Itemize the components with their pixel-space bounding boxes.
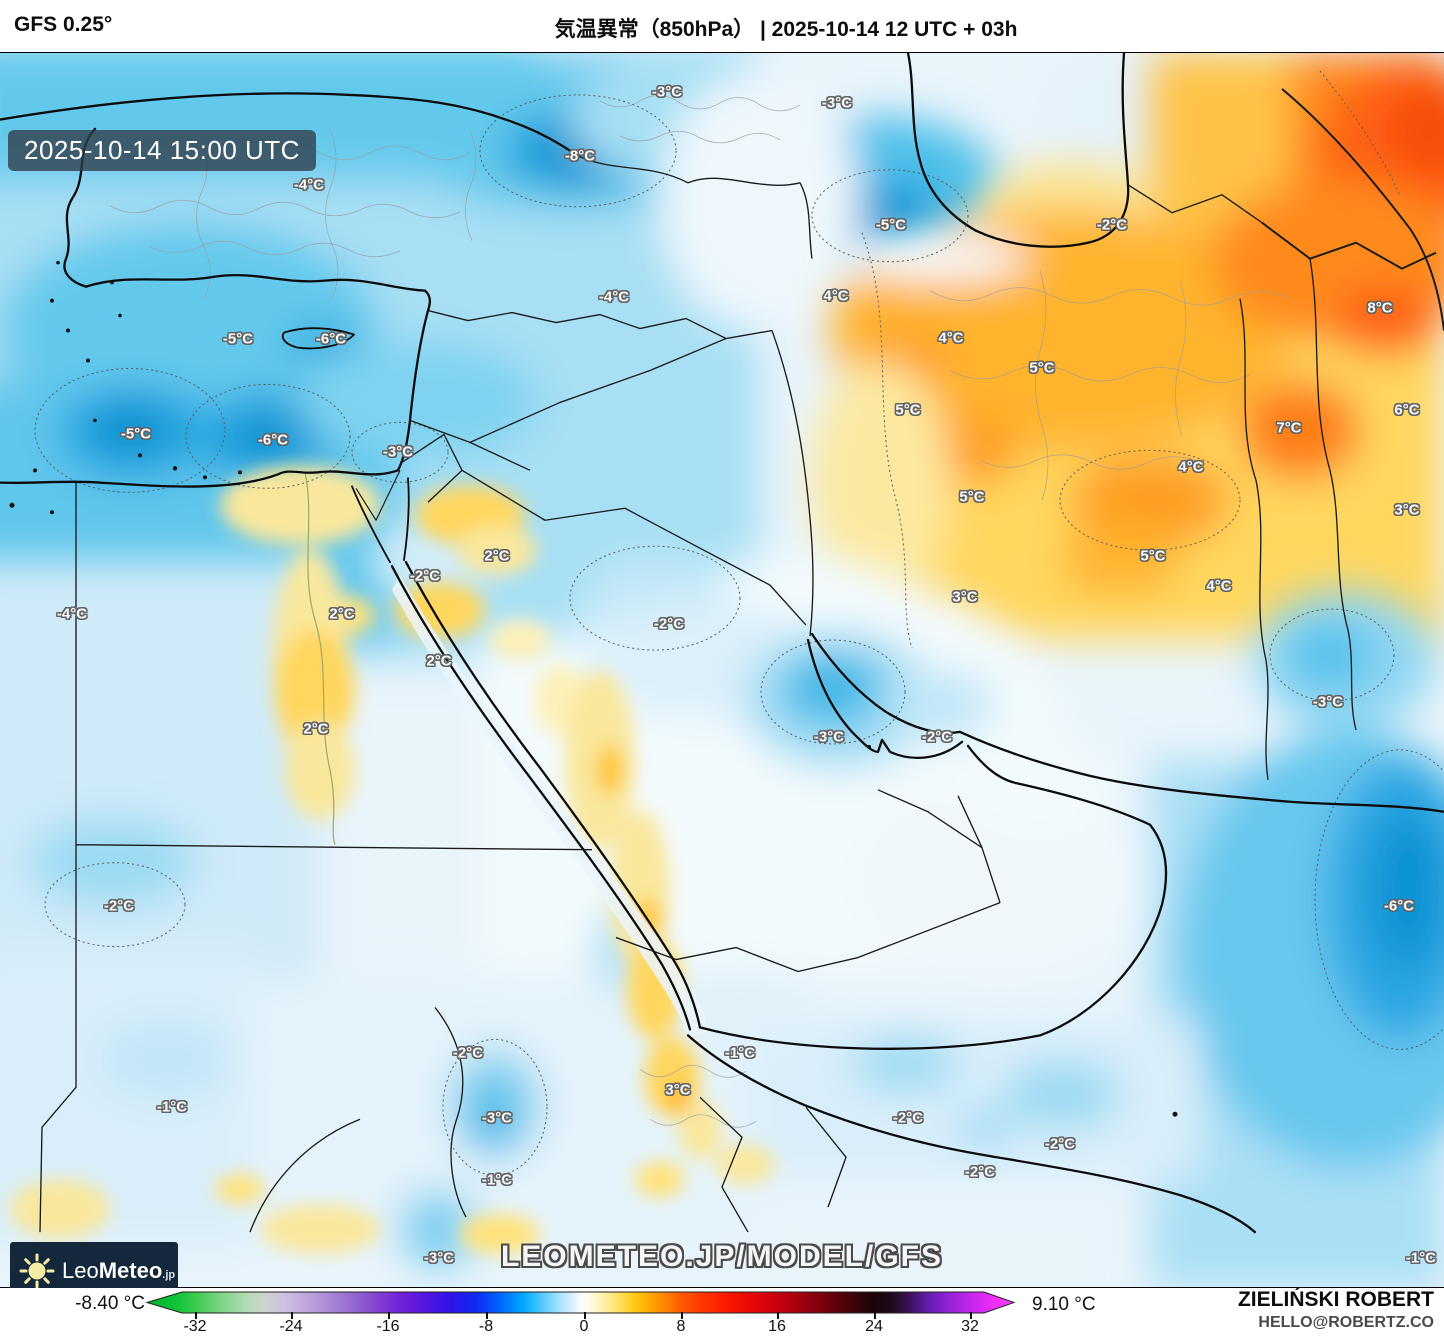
legend-tick-label: 8 — [676, 1318, 686, 1335]
legend-tick-mark — [681, 1312, 683, 1319]
legend-tick-label: 0 — [579, 1318, 589, 1335]
legend-tick-label: -32 — [183, 1318, 207, 1335]
legend-tick-label: -8 — [478, 1318, 494, 1335]
legend-tick-label: -24 — [279, 1318, 303, 1335]
legend-tick-mark — [970, 1312, 972, 1319]
legend-tick-mark — [584, 1312, 586, 1319]
legend-tick-label: -16 — [376, 1318, 400, 1335]
credit-contact: HELLO@ROBERTZ.CO — [1258, 1314, 1434, 1331]
credit-author: ZIELIŃSKI ROBERT — [1237, 1288, 1434, 1311]
legend-tick-mark — [874, 1312, 876, 1319]
legend-tick-mark — [777, 1312, 779, 1319]
sun-icon — [19, 1253, 55, 1288]
legend-tick-mark — [486, 1312, 488, 1319]
timestamp-overlay: 2025-10-14 15:00 UTC — [8, 130, 316, 171]
legend-tick-mark — [291, 1312, 293, 1319]
legend-tick-label: 16 — [768, 1318, 786, 1335]
legend-tick-label: 24 — [865, 1318, 883, 1335]
map-area: 2025-10-14 15:00 UTC LeoMeteo.jp — [0, 52, 1444, 1299]
legend-max-label: 9.10 °C — [1032, 1294, 1096, 1315]
legend-tick-label: 32 — [961, 1318, 979, 1335]
legend-tick-mark — [195, 1312, 197, 1319]
watermark: LEOMETEO.JP/MODEL/GFS — [500, 1240, 944, 1273]
colorbar — [145, 1291, 1016, 1314]
legend-strip: -8.40 °C 9.10 °C -32 -24 -16 -8 0 8 16 24 32 ZIE… — [0, 1288, 1444, 1338]
model-label: GFS 0.25° — [14, 13, 113, 36]
legend-tick-mark — [388, 1312, 390, 1319]
page-title: 気温異常（850hPa） | 2025-10-14 12 UTC + 03h — [554, 18, 1018, 41]
logo-text: LeoMeteo.jp — [62, 1257, 176, 1283]
legend-min-label: -8.40 °C — [75, 1293, 145, 1314]
map-canvas — [0, 53, 1444, 1287]
